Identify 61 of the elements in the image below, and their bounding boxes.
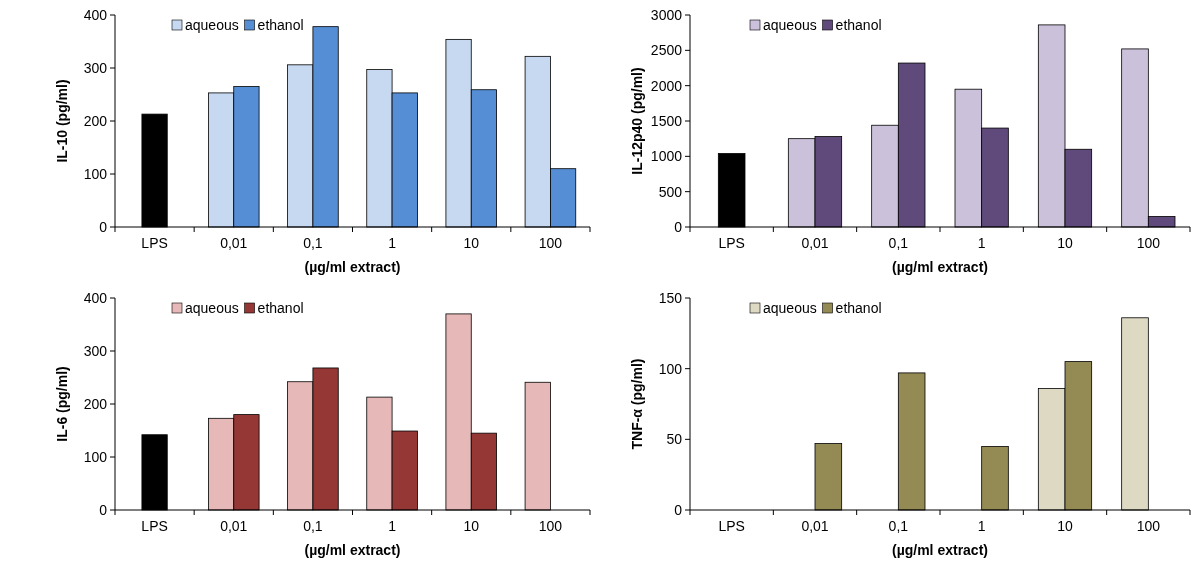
x-tick-label: 1 — [977, 518, 986, 534]
x-axis-title: (µg/ml extract) — [892, 259, 988, 275]
y-axis-title: IL-12p40 (pg/ml) — [629, 67, 645, 175]
legend-label: ethanol — [257, 300, 304, 316]
y-axis-title: IL-10 (pg/ml) — [54, 79, 70, 163]
x-tick-label: 1 — [388, 235, 397, 251]
x-tick-label: LPS — [141, 235, 168, 251]
legend-label: ethanol — [835, 300, 882, 316]
y-tick-label: 0 — [99, 502, 108, 518]
legend-label: aqueous — [763, 17, 817, 33]
x-axis-title: (µg/ml extract) — [304, 542, 401, 558]
x-tick-label: 10 — [1057, 518, 1073, 534]
y-tick-label: 100 — [83, 449, 108, 465]
x-tick-label: 100 — [538, 518, 563, 534]
x-tick-label: 100 — [538, 235, 563, 251]
y-tick-label: 2000 — [650, 77, 683, 94]
y-tick-label: 2500 — [650, 42, 683, 59]
x-tick-label: 0,1 — [888, 235, 909, 251]
legend-label: aqueous — [763, 300, 817, 316]
x-tick-label: 10 — [1057, 235, 1073, 251]
y-axis-title: TNF-α (pg/ml) — [629, 358, 645, 450]
y-tick-label: 200 — [83, 396, 108, 412]
x-tick-label: 0,01 — [220, 518, 248, 534]
x-tick-label: 10 — [463, 235, 480, 251]
x-tick-label: 0,01 — [801, 518, 829, 534]
y-tick-label: 500 — [658, 183, 683, 200]
y-tick-label: 150 — [658, 290, 683, 306]
x-tick-label: 0,1 — [303, 235, 323, 251]
y-tick-label: 300 — [83, 60, 108, 76]
y-tick-label: 100 — [658, 360, 683, 377]
x-axis-title: (µg/ml extract) — [892, 542, 988, 558]
y-tick-label: 400 — [83, 290, 108, 306]
legend-label: ethanol — [257, 17, 304, 33]
y-tick-label: 100 — [83, 166, 108, 182]
x-tick-label: 10 — [463, 518, 480, 534]
y-tick-label: 50 — [666, 431, 683, 448]
x-tick-label: LPS — [718, 235, 745, 251]
x-tick-label: LPS — [141, 518, 168, 534]
y-axis-title: IL-6 (pg/ml) — [54, 366, 70, 442]
x-tick-label: 0,01 — [801, 235, 829, 251]
y-tick-label: 1500 — [650, 113, 683, 129]
y-tick-label: 300 — [83, 343, 108, 359]
x-tick-label: 1 — [977, 235, 986, 251]
x-tick-label: LPS — [718, 518, 745, 534]
legend-label: aqueous — [185, 300, 239, 316]
x-tick-label: 100 — [1136, 235, 1161, 251]
y-tick-label: 1000 — [650, 148, 683, 165]
y-tick-label: 0 — [674, 502, 683, 518]
y-tick-label: 3000 — [650, 7, 683, 23]
x-tick-label: 1 — [388, 518, 397, 534]
legend-label: ethanol — [835, 17, 882, 33]
x-axis-title: (µg/ml extract) — [304, 259, 401, 275]
x-tick-label: 0,01 — [220, 235, 248, 251]
x-tick-label: 0,1 — [888, 518, 909, 534]
legend-label: aqueous — [185, 17, 239, 33]
x-tick-label: 0,1 — [303, 518, 323, 534]
y-tick-label: 0 — [99, 219, 108, 235]
y-tick-label: 200 — [83, 113, 108, 129]
y-tick-label: 0 — [674, 219, 683, 235]
y-tick-label: 400 — [83, 7, 108, 23]
x-tick-label: 100 — [1136, 518, 1161, 534]
